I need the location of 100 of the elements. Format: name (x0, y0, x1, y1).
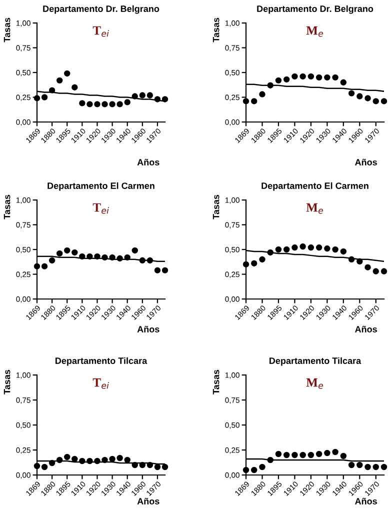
point (102, 254, 108, 261)
point (154, 267, 161, 274)
x-axis-title: Años (355, 326, 377, 332)
point (380, 464, 388, 470)
point (251, 466, 258, 474)
point (275, 450, 282, 458)
x-axis-title: Años (137, 326, 160, 332)
point (146, 92, 154, 98)
point (48, 87, 56, 94)
point (259, 256, 266, 262)
point (86, 101, 93, 108)
point (300, 243, 306, 250)
point (308, 244, 314, 251)
point (300, 73, 306, 80)
point (86, 458, 93, 464)
point (356, 462, 363, 468)
point (64, 454, 70, 460)
x-axis-title: Años (355, 498, 377, 504)
point (259, 464, 266, 470)
chart-title: Departamento El Carmen (48, 182, 154, 191)
point (132, 93, 138, 100)
point (162, 464, 168, 470)
point (146, 257, 154, 264)
chart-subtitle: M$_{e}$ (306, 203, 324, 214)
point (308, 73, 314, 80)
point (109, 456, 116, 462)
point (356, 258, 363, 264)
point (364, 264, 371, 270)
point (242, 98, 250, 104)
chart-subtitle: T$_{ei}$ (92, 378, 109, 389)
point (94, 253, 100, 260)
point (48, 460, 56, 466)
point (332, 74, 338, 81)
point (292, 244, 298, 251)
chart-title: Departamento Tilcara (56, 357, 148, 366)
point (102, 101, 108, 108)
point (348, 256, 355, 262)
point (139, 257, 146, 264)
point (79, 100, 86, 106)
point (109, 254, 116, 261)
point (116, 255, 123, 262)
point (94, 101, 100, 108)
point (324, 74, 330, 81)
x-axis-title: Años (137, 498, 160, 504)
chart-title: Departamento Dr. Belgrano (43, 5, 160, 14)
point (162, 96, 168, 102)
chart-subtitle: T$_{ei}$ (92, 26, 109, 37)
point (348, 90, 355, 96)
point (340, 79, 347, 86)
point (124, 99, 130, 106)
point (86, 253, 93, 260)
point (79, 458, 86, 464)
point (72, 456, 78, 462)
point (124, 456, 130, 464)
point (162, 267, 168, 274)
point (356, 93, 363, 100)
point (94, 458, 100, 464)
point (109, 101, 116, 108)
point (116, 454, 123, 462)
point (348, 462, 355, 468)
point (267, 249, 274, 256)
point (292, 452, 298, 458)
y-axis-title: Tasas (212, 18, 220, 42)
point (64, 70, 70, 77)
chart-title: Departamento Dr. Belgrano (257, 5, 374, 14)
point (283, 452, 290, 458)
point (292, 73, 298, 80)
point (316, 244, 322, 251)
y-axis-title: Tasas (212, 194, 220, 220)
point (132, 462, 138, 468)
point (364, 95, 371, 102)
point (380, 98, 388, 104)
point (146, 462, 154, 468)
chart-title: Departamento El Carmen (262, 182, 368, 191)
point (48, 257, 56, 264)
chart-subtitle: M$_{e}$ (306, 378, 324, 389)
point (283, 246, 290, 253)
point (308, 452, 314, 458)
point (41, 464, 48, 470)
y-axis-title: Tasas (212, 370, 220, 394)
point (72, 249, 78, 256)
point (154, 464, 161, 470)
point (372, 98, 379, 104)
point (267, 456, 274, 464)
point (332, 448, 338, 456)
y-axis-title: Tasas (4, 370, 10, 394)
point (372, 268, 379, 274)
y-axis-title: Tasas (4, 194, 10, 220)
point (132, 247, 138, 254)
point (139, 92, 146, 98)
x-axis-title: Años (137, 158, 160, 166)
point (56, 250, 63, 257)
x-axis-title: Años (355, 158, 377, 166)
point (324, 245, 330, 252)
chart-subtitle: T$_{ei}$ (92, 203, 109, 214)
point (251, 98, 258, 104)
point (154, 96, 161, 102)
point (380, 268, 388, 274)
point (41, 94, 48, 100)
point (267, 82, 274, 88)
